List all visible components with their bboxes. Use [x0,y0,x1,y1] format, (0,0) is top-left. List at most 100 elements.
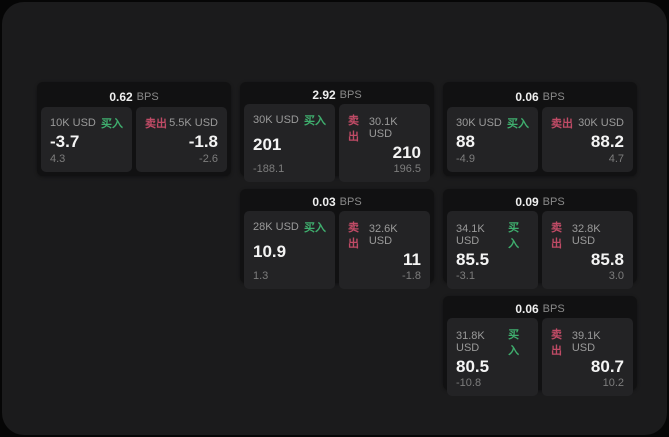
sell-price: -1.8 [188,131,218,151]
bps-header: 0.06 BPS [447,300,633,316]
sell-tile-top: 卖出 39.1K USD [551,326,624,358]
buy-size-label: 10K USD [50,117,96,129]
buy-size-label: 30K USD [253,114,299,126]
quote-card: 0.06 BPS 30K USD 买入 88 -4.9 卖出 30K USD 8… [443,82,637,176]
bps-value: 0.06 [515,302,539,316]
buy-size-label: 34.1K USD [456,223,485,247]
bps-value: 0.03 [312,195,336,209]
quote-body: 34.1K USD 买入 85.5 -3.1 卖出 32.8K USD 85.8… [447,211,633,289]
buy-tile-top: 30K USD 买入 [253,112,326,128]
sell-tile-top: 卖出 30.1K USD [348,112,421,144]
bps-header: 2.92 BPS [244,86,430,102]
sell-size-label: 5.5K USD [169,117,218,129]
buy-tag: 买入 [508,222,520,250]
buy-tile-top: 30K USD 买入 [456,115,529,131]
buy-change: -10.8 [456,376,482,389]
buy-price: 201 [253,135,282,154]
quote-body: 30K USD 买入 201 -188.1 卖出 30.1K USD 210 1… [244,104,430,182]
sell-tile-top: 卖出 32.6K USD [348,219,421,251]
buy-change: -188.1 [253,162,285,175]
sell-tag: 卖出 [145,118,167,130]
buy-tile-top: 31.8K USD 买入 [456,326,529,358]
buy-tile-top: 28K USD 买入 [253,219,326,235]
buy-tile[interactable]: 30K USD 买入 88 -4.9 [447,107,538,172]
buy-tile[interactable]: 31.8K USD 买入 80.5 -10.8 [447,318,538,396]
buy-change: 1.3 [253,269,269,282]
bps-header: 0.06 BPS [447,86,633,105]
buy-price: 85.5 [456,250,490,269]
quote-card: 0.06 BPS 31.8K USD 买入 80.5 -10.8 卖出 39.1… [443,296,637,396]
buy-price: 10.9 [253,242,287,261]
quote-body: 28K USD 买入 10.9 1.3 卖出 32.6K USD 11 -1.8 [244,211,430,289]
bps-unit-label: BPS [542,196,565,208]
sell-change: 4.7 [608,153,624,165]
buy-tag: 买入 [304,222,326,234]
sell-tile[interactable]: 卖出 39.1K USD 80.7 10.2 [542,318,633,396]
sell-price: 210 [392,143,421,162]
buy-change: -4.9 [456,153,475,165]
bps-value: 0.09 [515,195,539,209]
quote-card: 2.92 BPS 30K USD 买入 201 -188.1 卖出 30.1K … [240,82,434,182]
bps-value: 0.06 [515,89,539,104]
bps-header: 0.03 BPS [244,193,430,209]
bps-unit-label: BPS [542,303,565,315]
sell-tile-top: 卖出 5.5K USD [145,115,218,131]
bps-unit-label: BPS [339,196,362,208]
sell-price: 88.2 [590,131,624,151]
sell-change: 196.5 [393,162,421,175]
bps-header: 0.62 BPS [41,86,227,105]
quote-card: 0.03 BPS 28K USD 买入 10.9 1.3 卖出 32.6K US… [240,189,434,289]
sell-tile[interactable]: 卖出 32.6K USD 11 -1.8 [339,211,430,289]
sell-size-label: 32.8K USD [571,223,601,247]
sell-tile[interactable]: 卖出 30K USD 88.2 4.7 [542,107,633,172]
bps-value: 0.62 [109,89,133,104]
card-grid: 0.62 BPS 10K USD 买入 -3.7 4.3 卖出 5.5K USD… [37,82,637,396]
sell-change: -2.6 [199,153,218,165]
buy-tile-top: 34.1K USD 买入 [456,219,529,251]
sell-tag: 卖出 [551,118,573,130]
buy-price: 80.5 [456,357,490,376]
sell-size-label: 39.1K USD [571,330,601,354]
buy-tile[interactable]: 10K USD 买入 -3.7 4.3 [41,107,132,172]
sell-change: 10.2 [602,376,624,389]
sell-tag: 卖出 [348,115,359,143]
buy-price: 88 [456,131,475,151]
buy-price: -3.7 [50,131,80,151]
sell-price: 11 [403,250,421,269]
sell-price: 80.7 [590,357,624,376]
buy-size-label: 30K USD [456,117,502,129]
buy-tile[interactable]: 28K USD 买入 10.9 1.3 [244,211,335,289]
sell-tag: 卖出 [551,329,562,357]
sell-tag: 卖出 [348,222,359,250]
buy-size-label: 31.8K USD [456,330,485,354]
buy-tag: 买入 [304,115,326,127]
sell-tile-top: 卖出 32.8K USD [551,219,624,251]
sell-size-label: 30.1K USD [368,116,398,140]
buy-tile[interactable]: 30K USD 买入 201 -188.1 [244,104,335,182]
sell-tile-top: 卖出 30K USD [551,115,624,131]
quote-body: 30K USD 买入 88 -4.9 卖出 30K USD 88.2 4.7 [447,107,633,172]
sell-tile[interactable]: 卖出 5.5K USD -1.8 -2.6 [136,107,227,172]
bps-value: 2.92 [312,88,336,102]
quote-card: 0.09 BPS 34.1K USD 买入 85.5 -3.1 卖出 32.8K… [443,189,637,289]
bps-unit-label: BPS [339,89,362,101]
buy-tag: 买入 [508,329,520,357]
sell-size-label: 32.6K USD [368,223,398,247]
quote-body: 31.8K USD 买入 80.5 -10.8 卖出 39.1K USD 80.… [447,318,633,396]
sell-change: 3.0 [608,269,624,282]
quote-body: 10K USD 买入 -3.7 4.3 卖出 5.5K USD -1.8 -2.… [41,107,227,172]
buy-size-label: 28K USD [253,221,299,233]
sell-tile[interactable]: 卖出 30.1K USD 210 196.5 [339,104,430,182]
buy-change: 4.3 [50,153,66,165]
sell-price: 85.8 [590,250,624,269]
sell-change: -1.8 [402,269,421,282]
buy-tag: 买入 [101,118,123,130]
quote-card: 0.62 BPS 10K USD 买入 -3.7 4.3 卖出 5.5K USD… [37,82,231,176]
buy-change: -3.1 [456,269,475,282]
buy-tile[interactable]: 34.1K USD 买入 85.5 -3.1 [447,211,538,289]
buy-tag: 买入 [507,118,529,130]
bps-unit-label: BPS [542,90,565,103]
sell-tag: 卖出 [551,222,562,250]
sell-tile[interactable]: 卖出 32.8K USD 85.8 3.0 [542,211,633,289]
